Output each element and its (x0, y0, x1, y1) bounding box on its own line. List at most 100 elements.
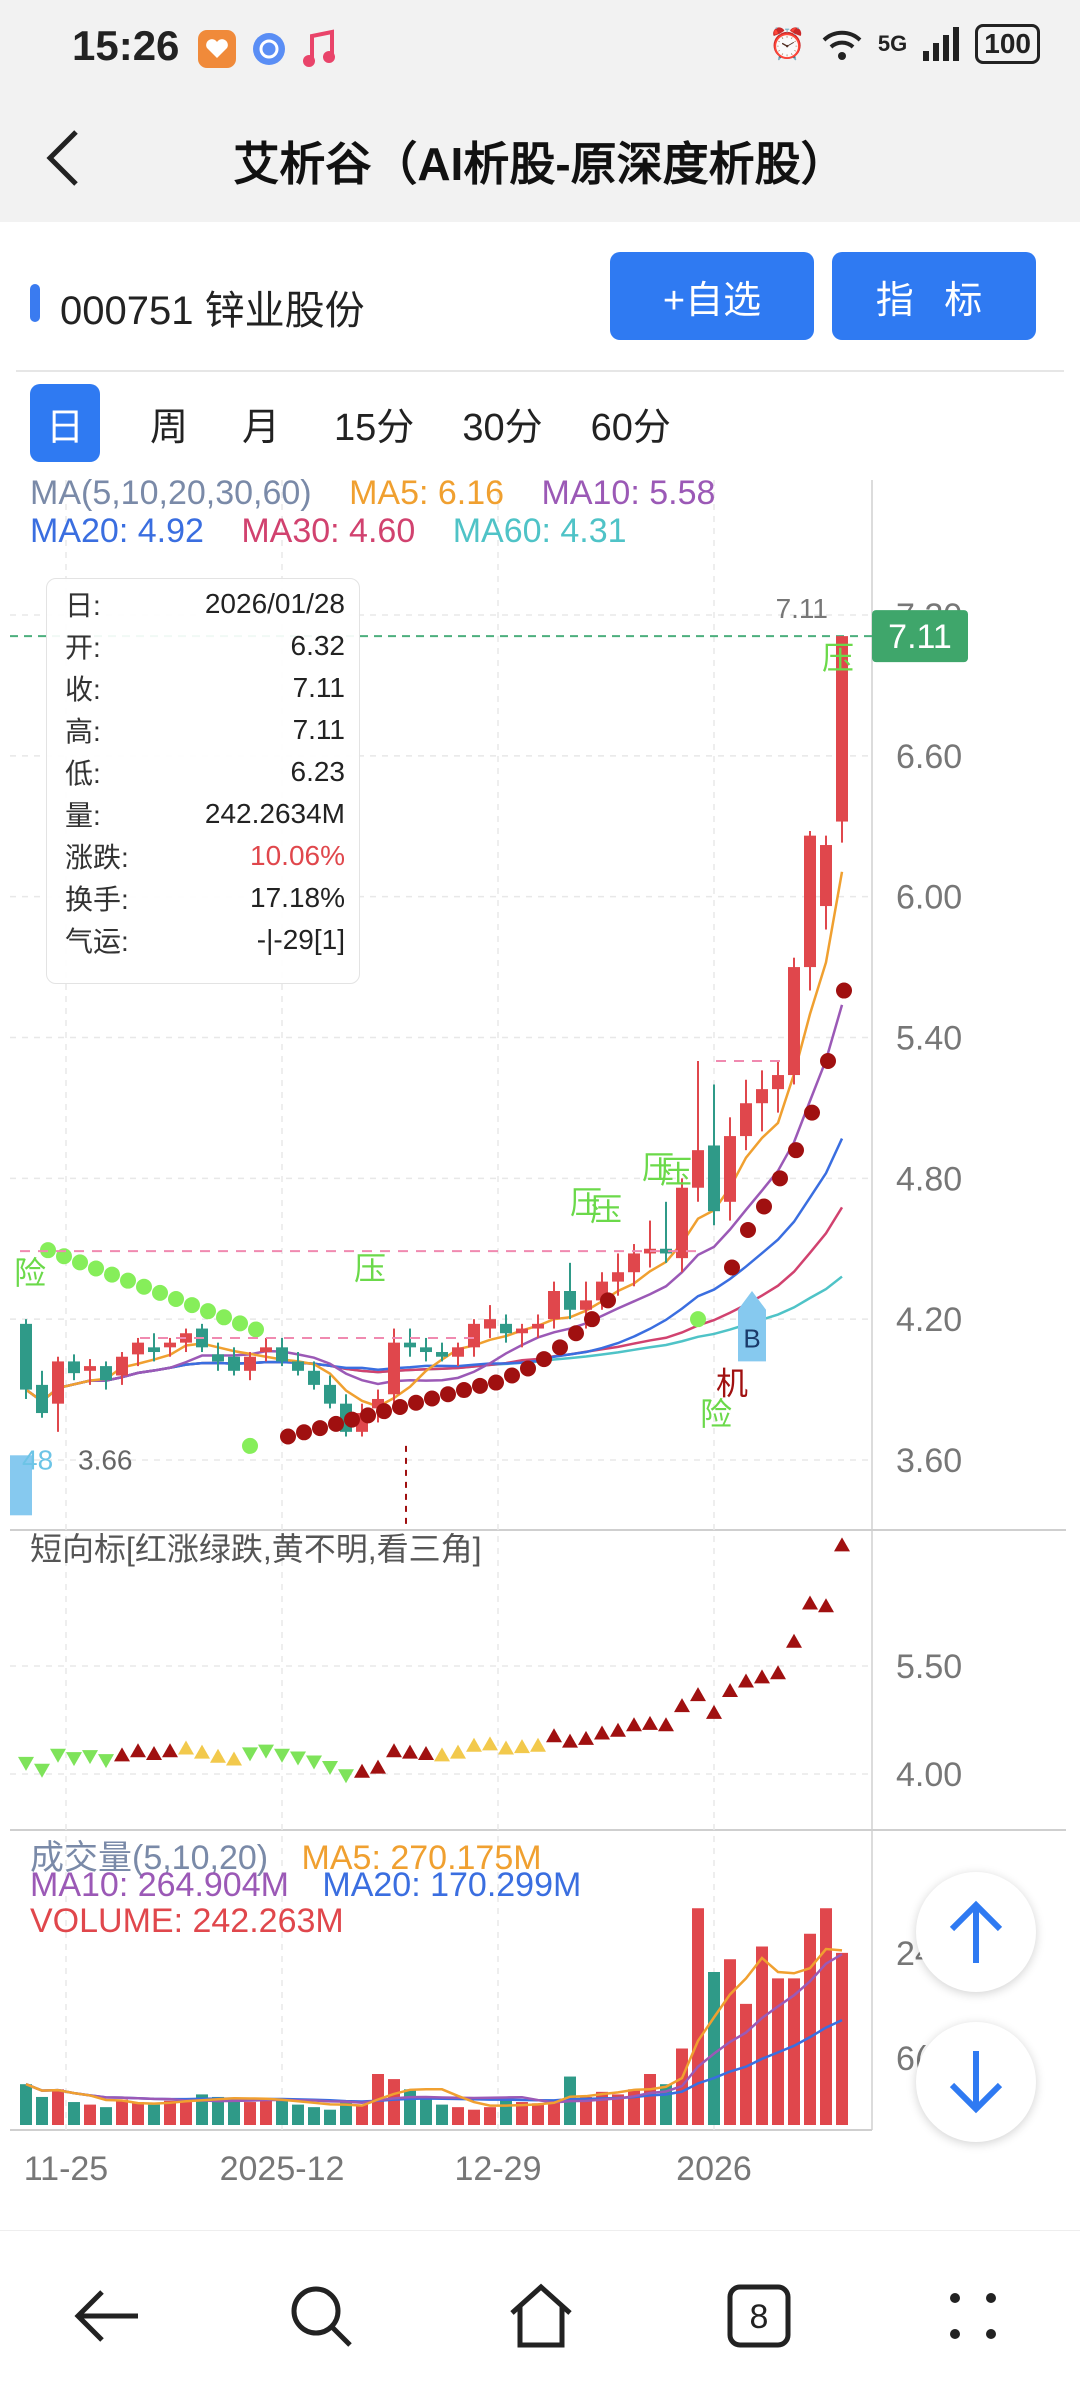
scroll-up-button[interactable] (916, 1872, 1036, 1992)
candle-body (612, 1272, 624, 1282)
back-arrow-icon (74, 2290, 138, 2342)
back-arrow-icon[interactable] (36, 118, 96, 198)
sar-dot (184, 1297, 200, 1314)
tab-60min[interactable]: 60分 (590, 406, 671, 449)
signal-xian: 险 (14, 1255, 46, 1291)
ma5-line (25, 871, 844, 1408)
stock-chart[interactable]: 7.206.606.005.404.804.203.607.117.11险压压压… (0, 470, 1080, 2190)
volume-bar (596, 2091, 608, 2125)
sar-dot (216, 1309, 232, 1326)
candle-body (420, 1347, 432, 1353)
trend-triangle (498, 1740, 514, 1755)
volume-value-legend: VOLUME: 242.263M (30, 1902, 344, 1940)
trend-triangle (706, 1704, 722, 1719)
candle-body (308, 1370, 320, 1385)
date-axis-label: 12-29 (455, 2150, 542, 2188)
arrow-down-icon (949, 2051, 1003, 2114)
volume-bar (404, 2089, 416, 2125)
info-value: 10.06% (250, 840, 345, 871)
tab-week[interactable]: 周 (150, 406, 189, 449)
price-axis-label: 4.20 (896, 1301, 962, 1339)
info-key: 高: (65, 716, 101, 747)
volume-bar (228, 2099, 240, 2125)
tab-day[interactable]: 日 (30, 384, 100, 462)
tab-30min[interactable]: 30分 (462, 406, 543, 449)
sar-dot (536, 1351, 552, 1368)
candle-body (84, 1366, 96, 1371)
tab-15min[interactable]: 15分 (334, 406, 415, 449)
trend-triangle (402, 1744, 418, 1759)
candle-body (164, 1342, 176, 1348)
sar-dot (200, 1303, 216, 1320)
candle-body (244, 1356, 256, 1371)
nav-tabs-button[interactable]: 8 (714, 2271, 804, 2361)
trend-triangle (786, 1633, 802, 1648)
candle-body (132, 1342, 144, 1355)
volume-bar (692, 1908, 704, 2125)
tabs-icon: 8 (727, 2284, 791, 2348)
stock-header: 000751 锌业股份 +自选 指 标 (0, 222, 1080, 372)
trend-triangle (258, 1744, 274, 1759)
sar-dot (376, 1403, 392, 1420)
volume-bar (580, 2096, 592, 2125)
sar-dot (804, 1104, 820, 1121)
nav-menu-button[interactable] (928, 2271, 1018, 2361)
battery-indicator: 100 (975, 24, 1040, 64)
sar-dot (248, 1321, 264, 1338)
candle-body (100, 1366, 112, 1381)
sar-dot (724, 1259, 740, 1276)
scroll-down-button[interactable] (916, 2022, 1036, 2142)
volume-legend-row3: VOLUME: 242.263M (30, 1902, 344, 1941)
nav-home-button[interactable] (496, 2271, 586, 2361)
sar-dot (232, 1315, 248, 1332)
volume-ma20-legend: MA20: 170.299M (322, 1866, 582, 1904)
period-tabs: 日 周 月 15分 30分 60分 (30, 384, 695, 464)
max-price-label: 7.11 (776, 593, 828, 624)
candle-body (708, 1145, 720, 1212)
sar-dot (104, 1266, 120, 1283)
buy-marker (738, 1291, 766, 1362)
nav-search-button[interactable] (276, 2271, 366, 2361)
info-row: 高: 7.11 (47, 709, 359, 751)
trend-triangle (466, 1737, 482, 1752)
volume-bar (36, 2096, 48, 2125)
volume-legend-row1: 成交量(5,10,20) MA5: 270.175M (30, 1830, 542, 1879)
stock-marker (30, 284, 40, 322)
tab-month[interactable]: 月 (242, 406, 281, 449)
trend-triangle (354, 1763, 370, 1778)
candle-body (292, 1361, 304, 1371)
candle-body (468, 1323, 480, 1348)
volume-bar (52, 2089, 64, 2125)
trend-triangle (834, 1537, 850, 1552)
divider (16, 370, 1064, 372)
add-watchlist-button[interactable]: +自选 (610, 252, 814, 340)
trend-triangle (82, 1750, 98, 1765)
volume-bar (820, 1908, 832, 2125)
volume-bar (452, 2107, 464, 2125)
wifi-icon (822, 30, 862, 60)
candle-body (532, 1323, 544, 1329)
volume-bar (148, 2104, 160, 2125)
indicator-button[interactable]: 指 标 (832, 252, 1036, 340)
candle-body (788, 967, 800, 1076)
signal-ya: 压 (642, 1149, 674, 1185)
volume-bar (244, 2102, 256, 2125)
trend-triangle (562, 1733, 578, 1748)
volume-bar (836, 1952, 848, 2125)
info-row: 日: 2026/01/28 (47, 583, 359, 625)
sar-dot (504, 1367, 520, 1384)
sar-dot (772, 1170, 788, 1187)
sar-dot (740, 1221, 756, 1238)
signal-icon (923, 27, 960, 61)
status-icons: ⏰ 5G 100 (769, 24, 1040, 64)
sar-dot (392, 1398, 408, 1415)
volume-bar (212, 2096, 224, 2125)
search-icon (291, 2286, 352, 2347)
trend-triangle (178, 1740, 194, 1755)
nav-back-button[interactable] (62, 2271, 152, 2361)
info-key: 日: (65, 590, 101, 621)
status-bar: 15:26 ⏰ 5G 100 (0, 0, 1080, 92)
price-axis-label: 6.60 (896, 738, 962, 776)
info-key: 收: (65, 674, 101, 705)
candle-body (452, 1347, 464, 1357)
